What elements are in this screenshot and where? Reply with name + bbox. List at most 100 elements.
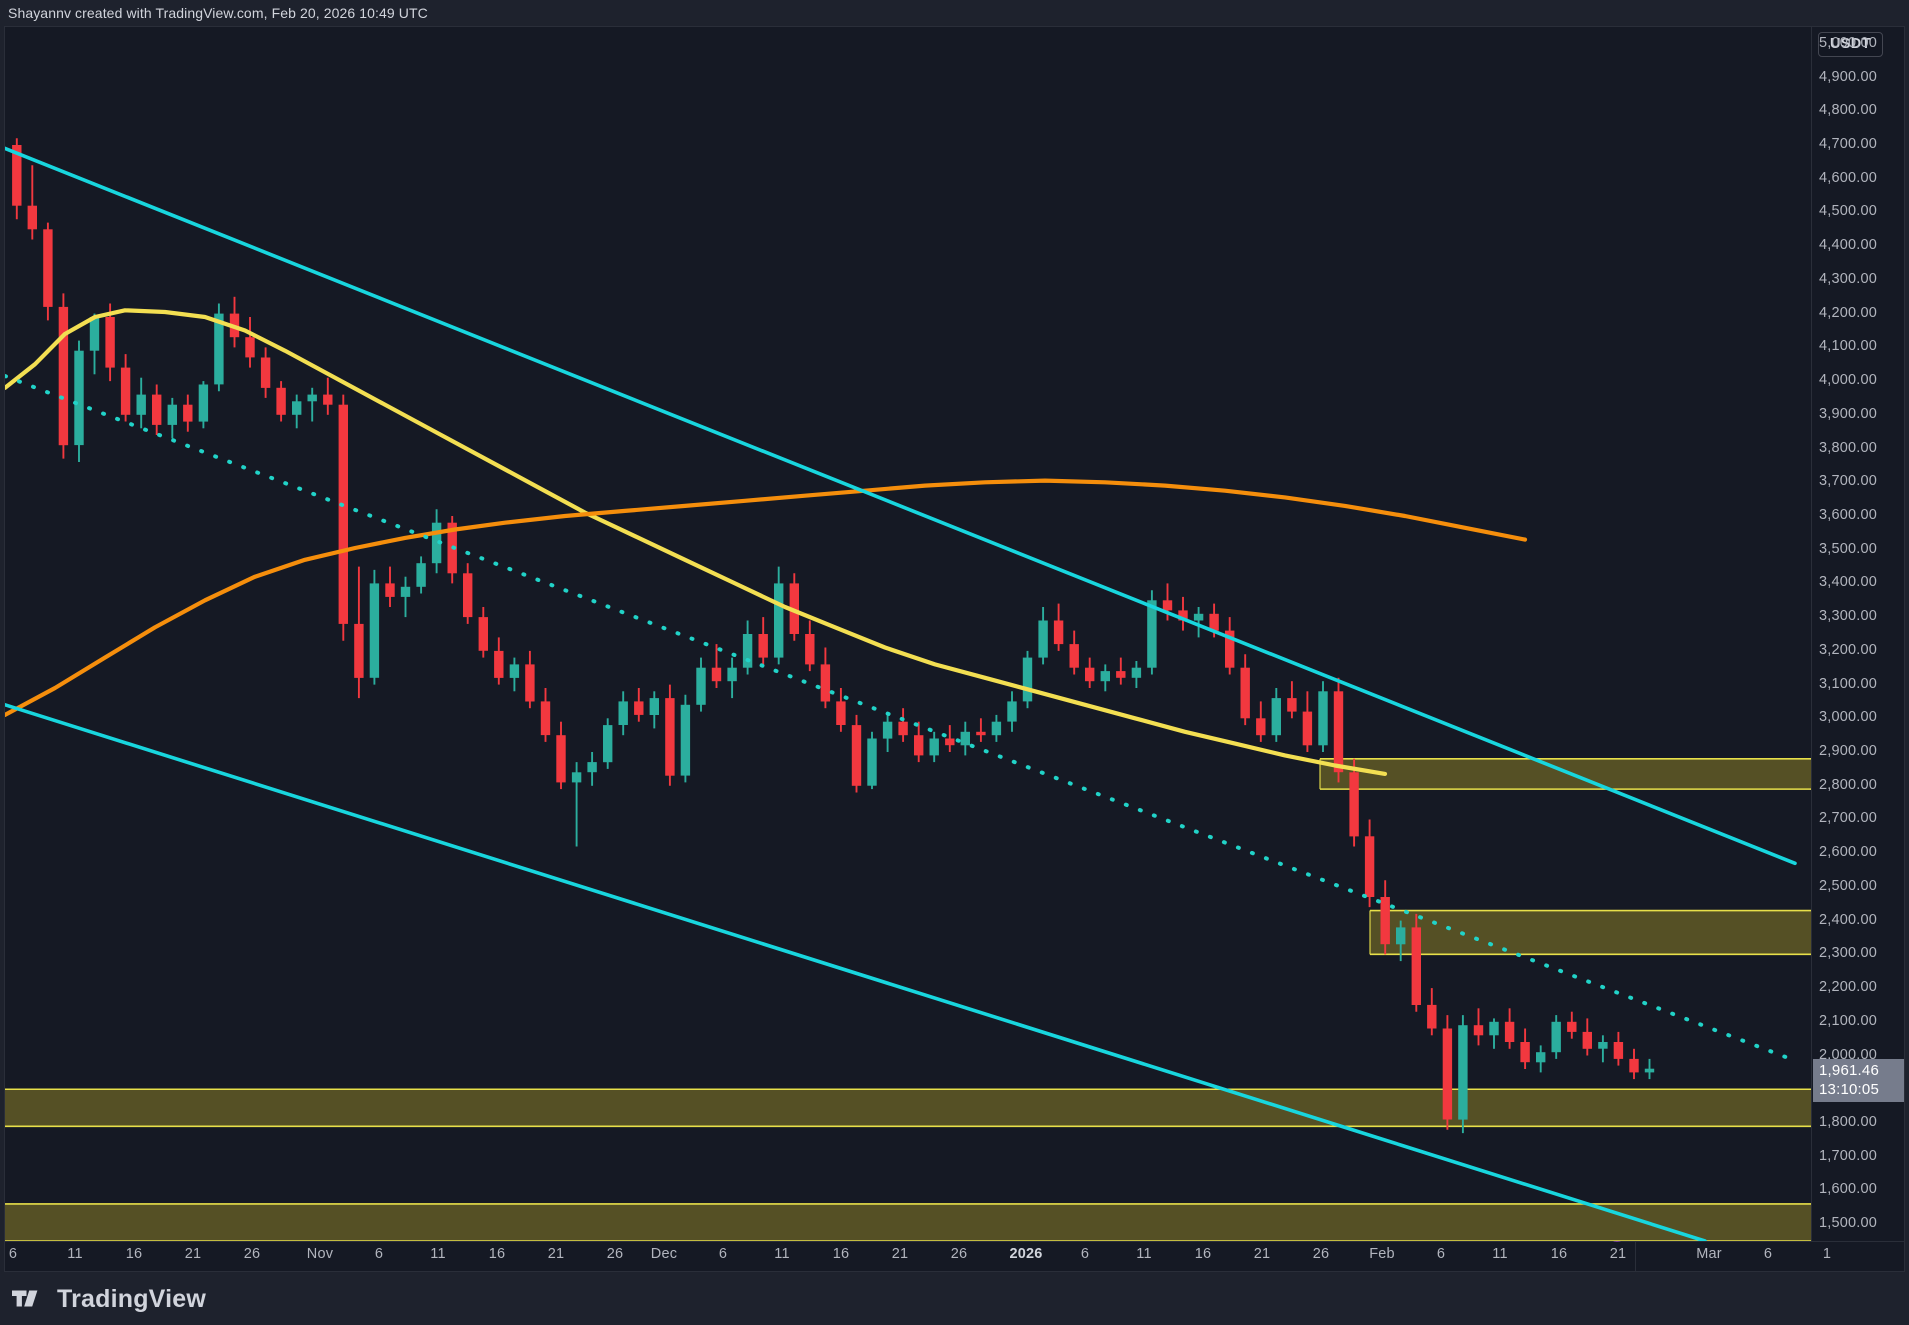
time-tick-label: Mar bbox=[1696, 1246, 1722, 1262]
candle-body bbox=[369, 583, 380, 678]
candle-body bbox=[991, 721, 1002, 736]
time-tick-label: 21 bbox=[891, 1246, 909, 1262]
candle-body bbox=[1380, 897, 1390, 945]
candle-body bbox=[214, 313, 224, 385]
candle-body bbox=[1209, 613, 1219, 631]
upper-channel bbox=[5, 146, 1797, 866]
current-price-value: 1,961.46 bbox=[1819, 1061, 1879, 1079]
time-tick-label: 21 bbox=[1253, 1246, 1271, 1262]
time-tick-label: 16 bbox=[832, 1246, 850, 1262]
time-tick-label: 11 bbox=[1136, 1246, 1152, 1262]
candle-body bbox=[1629, 1058, 1639, 1073]
candle-body bbox=[43, 229, 53, 307]
price-tick-label: 4,000.00 bbox=[1819, 372, 1878, 389]
candle-body bbox=[1022, 657, 1033, 702]
candle-body bbox=[634, 701, 644, 715]
candle-body bbox=[1007, 701, 1017, 722]
candle-body bbox=[882, 721, 893, 739]
price-tick-label: 1,800.00 bbox=[1819, 1113, 1878, 1130]
candle-body bbox=[400, 586, 411, 597]
candle-body bbox=[1364, 836, 1375, 897]
candle-body bbox=[1178, 610, 1188, 621]
candle-body bbox=[276, 387, 286, 415]
time-tick-label: 26 bbox=[950, 1246, 968, 1262]
candle-body bbox=[618, 701, 628, 725]
price-tick-label: 1,600.00 bbox=[1819, 1181, 1878, 1198]
candle-body bbox=[805, 634, 815, 665]
candle-countdown: 13:10:05 bbox=[1819, 1080, 1879, 1098]
candle-body bbox=[89, 317, 100, 351]
price-tick-label: 4,400.00 bbox=[1819, 237, 1878, 254]
candle-body bbox=[58, 306, 69, 446]
candle-body bbox=[494, 650, 504, 678]
candle-body bbox=[914, 735, 924, 756]
candle-body bbox=[323, 394, 333, 405]
time-tick-label: 11 bbox=[1492, 1246, 1508, 1262]
current-price-badge: 1,961.46 13:10:05 bbox=[1813, 1058, 1904, 1102]
price-tick-label: 2,200.00 bbox=[1819, 979, 1878, 996]
time-tick-label: 26 bbox=[1312, 1246, 1330, 1262]
candle-body bbox=[1613, 1042, 1624, 1059]
candle-body bbox=[1427, 1004, 1437, 1029]
candle-body bbox=[1147, 600, 1157, 668]
price-tick-label: 1,700.00 bbox=[1819, 1147, 1878, 1164]
candle-body bbox=[260, 357, 271, 388]
candle-body bbox=[292, 401, 302, 415]
time-tick-label: 26 bbox=[243, 1246, 261, 1262]
moving-average-line bbox=[5, 478, 1528, 717]
supply-zone-2850 bbox=[1320, 758, 1811, 790]
candle-body bbox=[1271, 698, 1281, 736]
candle-body bbox=[836, 701, 846, 725]
time-tick-label: 11 bbox=[67, 1246, 83, 1262]
time-tick-label: 6 bbox=[718, 1246, 728, 1262]
candle-body bbox=[12, 145, 22, 206]
candle-body bbox=[525, 664, 535, 702]
candle-body bbox=[354, 623, 364, 678]
candle-body bbox=[416, 563, 426, 587]
price-tick-label: 4,300.00 bbox=[1819, 270, 1878, 287]
candle-body bbox=[711, 667, 722, 682]
candle-body bbox=[603, 725, 613, 763]
price-tick-label: 3,200.00 bbox=[1819, 641, 1878, 658]
candle-body bbox=[1193, 613, 1204, 621]
time-tick-label: 6 bbox=[1763, 1246, 1773, 1262]
candle-body bbox=[1582, 1031, 1592, 1049]
time-tick-label: 21 bbox=[1609, 1246, 1627, 1262]
candle-body bbox=[556, 735, 566, 783]
time-tick-label: 1 bbox=[1822, 1246, 1832, 1262]
time-tick-label: Nov bbox=[306, 1246, 334, 1262]
time-axis[interactable]: 6 11 16 21 26 Nov 6 11 16 21 26 Dec 6 11 16 21 26 2026 6 11… bbox=[4, 1242, 1905, 1272]
candle-body bbox=[1411, 927, 1421, 1005]
price-tick-label: 4,500.00 bbox=[1819, 203, 1878, 220]
supply-zone-2380 bbox=[1370, 910, 1811, 955]
candle-body bbox=[183, 404, 193, 422]
candle-body bbox=[1442, 1028, 1453, 1120]
candle-body bbox=[27, 205, 37, 230]
candle-body bbox=[167, 404, 177, 425]
price-axis[interactable]: USDT 5,000.00 4,900.00 4,800.00 4,700.00 4,6… bbox=[1811, 27, 1904, 1241]
candle-body bbox=[665, 698, 675, 776]
candle-body bbox=[1302, 711, 1313, 746]
candle-body bbox=[820, 664, 831, 702]
time-tick-label: 16 bbox=[1550, 1246, 1568, 1262]
candle-body bbox=[478, 617, 488, 651]
price-tick-label: 4,100.00 bbox=[1819, 338, 1878, 355]
chart-plot-area[interactable] bbox=[5, 27, 1811, 1241]
candle-body bbox=[1240, 667, 1250, 719]
tradingview-logo[interactable]: TradingView bbox=[12, 1285, 206, 1314]
candle-body bbox=[1644, 1068, 1655, 1073]
price-tick-label: 3,300.00 bbox=[1819, 608, 1878, 625]
candle-body bbox=[1349, 772, 1359, 837]
price-tick-label: 3,400.00 bbox=[1819, 574, 1878, 591]
price-tick-label: 3,900.00 bbox=[1819, 405, 1878, 422]
candle-body bbox=[152, 394, 162, 425]
candle-body bbox=[851, 725, 862, 786]
time-tick-label: 16 bbox=[125, 1246, 143, 1262]
candle-body bbox=[1473, 1025, 1484, 1036]
price-tick-label: 2,600.00 bbox=[1819, 844, 1878, 861]
candle-body bbox=[1567, 1021, 1577, 1032]
candle-body bbox=[1598, 1042, 1608, 1049]
candle-body bbox=[898, 721, 908, 736]
candle-body bbox=[540, 701, 551, 736]
